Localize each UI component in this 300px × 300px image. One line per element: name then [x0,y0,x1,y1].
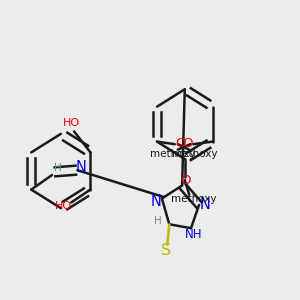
Text: NH: NH [185,228,203,241]
Text: N: N [151,194,162,209]
Text: O: O [180,174,191,187]
Text: N: N [200,197,210,212]
Text: H: H [154,216,162,226]
Text: methoxy: methoxy [172,149,217,159]
Text: methoxy: methoxy [171,194,216,204]
Text: S: S [161,243,171,258]
Text: HO: HO [63,118,80,128]
Text: O: O [175,137,185,150]
Text: O: O [183,137,193,150]
Text: methoxy: methoxy [150,149,195,159]
Text: HO: HO [55,201,72,211]
Text: N: N [75,160,86,175]
Text: H: H [53,163,61,173]
